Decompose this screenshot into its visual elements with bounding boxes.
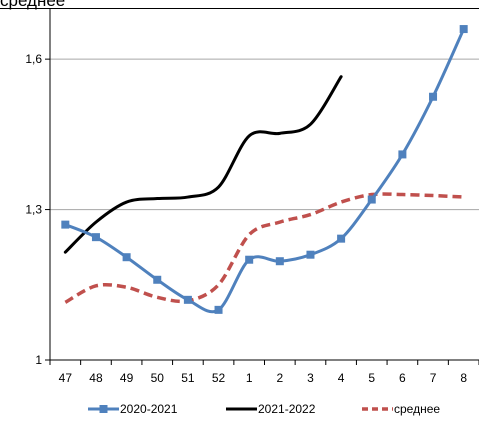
data-point-marker [398, 150, 407, 159]
x-tick-label: 50 [151, 371, 165, 385]
data-point-marker [459, 25, 468, 34]
x-tick-label: 48 [89, 371, 103, 385]
legend: 2020-2021 2021-2022 среднее [88, 402, 440, 416]
data-point-marker [337, 234, 346, 243]
x-tick-label: 8 [460, 371, 467, 385]
data-point-marker [306, 250, 315, 259]
data-point-marker [91, 233, 100, 242]
x-tick-label: 49 [120, 371, 134, 385]
legend-label: среднее [394, 402, 440, 416]
data-point-marker [61, 220, 70, 229]
data-point-marker [214, 305, 223, 314]
series-line-2 [64, 192, 464, 304]
series-layer [61, 25, 468, 314]
data-point-marker [122, 253, 131, 262]
x-tick-label: 4 [338, 371, 345, 385]
legend-label: 2020-2021 [120, 402, 178, 416]
data-point-marker [245, 255, 254, 264]
x-tick-label: 52 [212, 371, 226, 385]
y-tick-label: 1,3 [25, 203, 42, 217]
y-tick-label: 1 [35, 353, 42, 367]
data-point-marker [429, 92, 438, 101]
data-point-marker [183, 295, 192, 304]
gridlines [50, 58, 479, 211]
tick-labels: 1 1,3 1,6 47 48 49 50 51 52 1 2 3 4 5 6 7 8 [25, 52, 467, 385]
data-point-marker [153, 275, 162, 284]
axes [45, 9, 479, 365]
x-tick-label: 51 [181, 371, 195, 385]
header-rule [0, 8, 479, 9]
data-point-marker [367, 195, 376, 204]
x-tick-label: 47 [59, 371, 73, 385]
x-tick-label: 2 [276, 371, 283, 385]
series-line-0 [63, 27, 466, 314]
x-tick-label: 7 [430, 371, 437, 385]
legend-marker [99, 405, 108, 413]
data-point-marker [275, 257, 284, 266]
x-tick-label: 3 [307, 371, 314, 385]
x-tick-label: 1 [246, 371, 253, 385]
legend-label: 2021-2022 [258, 402, 316, 416]
y-tick-label: 1,6 [25, 52, 42, 66]
series-line-1 [63, 75, 343, 254]
header-text: среднее [0, 0, 66, 10]
x-tick-label: 5 [368, 371, 375, 385]
x-tick-label: 6 [399, 371, 406, 385]
